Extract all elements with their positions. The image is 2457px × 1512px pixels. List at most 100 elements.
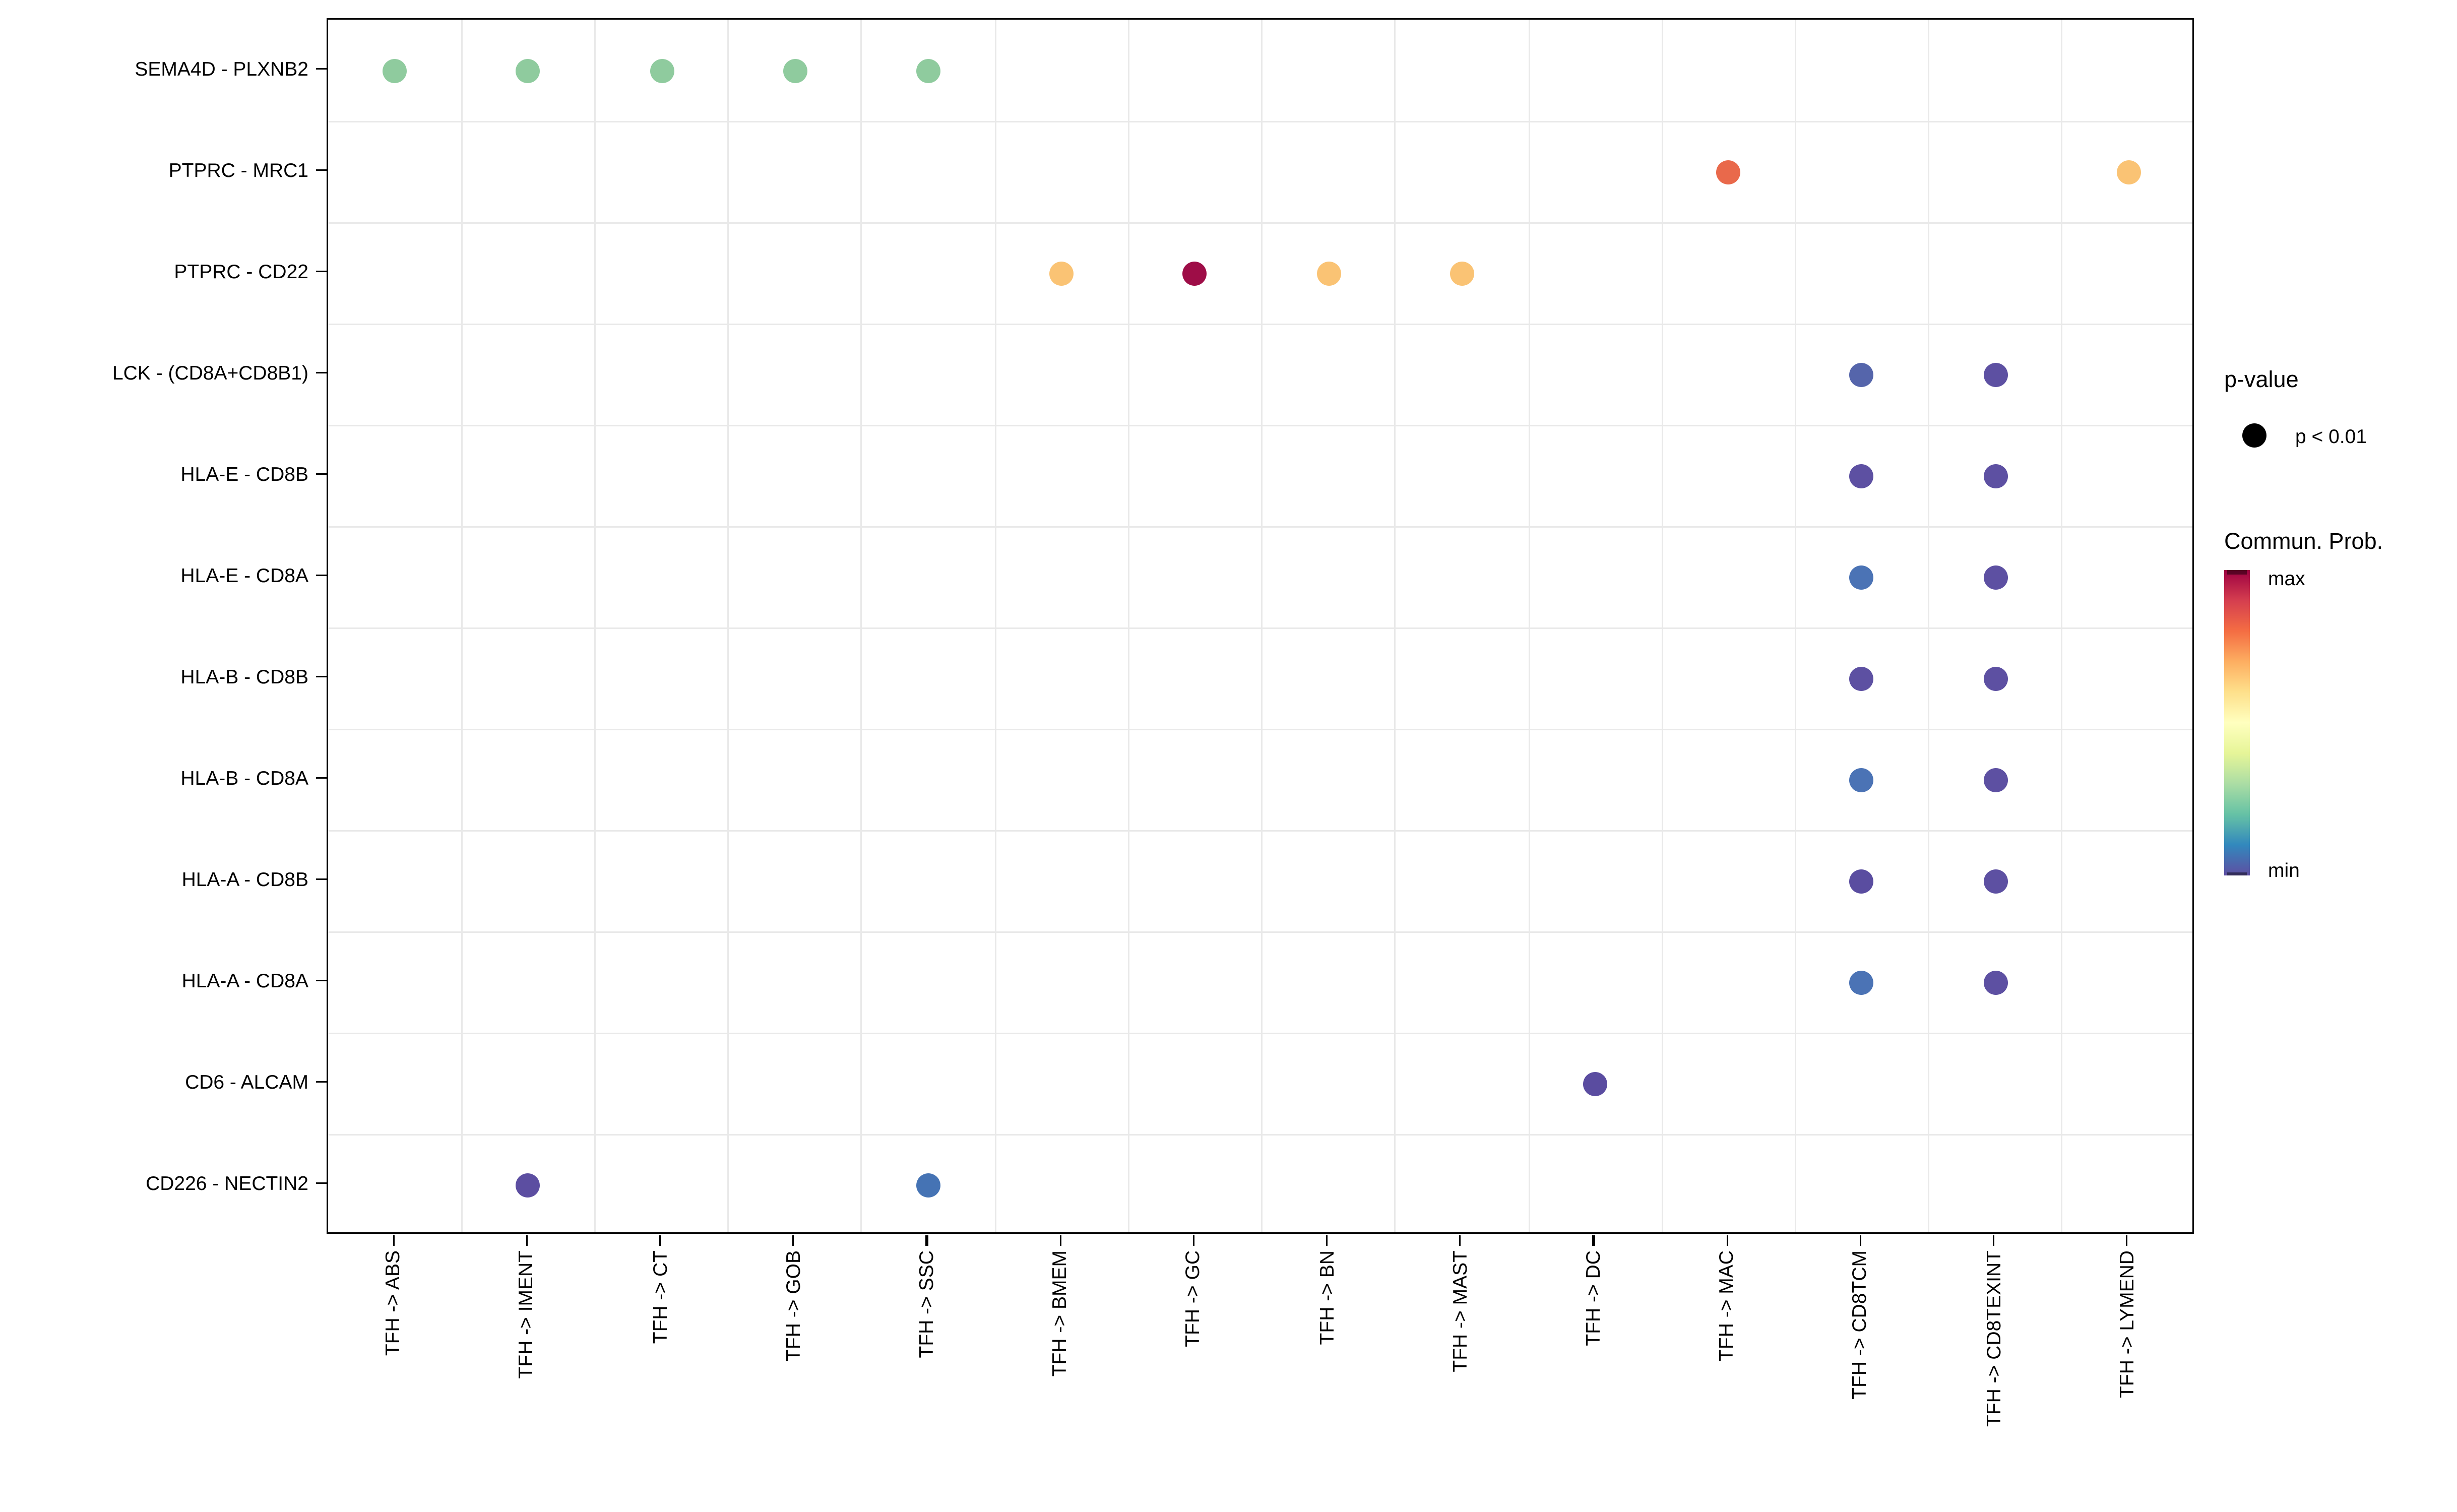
x-axis-label: TFH -> GC [1181, 1250, 1205, 1347]
x-axis-label: TFH -> CD8TCM [1848, 1250, 1871, 1400]
y-axis-tick [315, 574, 326, 577]
data-point [783, 58, 807, 83]
gridline-horizontal [328, 626, 2192, 628]
data-point [1983, 362, 2008, 387]
gridline-vertical [994, 20, 996, 1232]
x-axis-tick [1593, 1234, 1595, 1245]
data-point [1850, 970, 1874, 994]
x-axis-label: TFH -> MAST [1448, 1250, 1471, 1372]
data-point [1850, 767, 1874, 792]
y-axis-tick [315, 777, 326, 779]
y-axis-tick [315, 979, 326, 982]
y-axis-tick [315, 878, 326, 880]
y-axis-tick [315, 1081, 326, 1083]
gridline-horizontal [328, 525, 2192, 527]
y-axis-tick [315, 270, 326, 273]
data-point [916, 1172, 940, 1197]
colorbar-wrap: max min [2224, 567, 2383, 881]
x-axis-tick [659, 1234, 661, 1245]
gridline-vertical [1928, 20, 1929, 1232]
data-point [1850, 362, 1874, 387]
data-point [2116, 159, 2141, 184]
x-axis-tick [1859, 1234, 1862, 1245]
y-axis-tick [315, 473, 326, 475]
x-axis-label: TFH -> IMENT [514, 1250, 537, 1379]
gridline-vertical [1127, 20, 1129, 1232]
x-axis-tick [1726, 1234, 1728, 1245]
y-axis-label: HLA-A - CD8B [181, 867, 308, 890]
y-axis-label: HLA-E - CD8A [180, 563, 308, 586]
data-point [1983, 666, 2008, 690]
data-point [1850, 463, 1874, 488]
y-axis-label: HLA-A - CD8A [181, 968, 308, 991]
colorbar-min-tick [2227, 871, 2247, 875]
gridline-vertical [727, 20, 729, 1232]
x-axis-tick [2126, 1234, 2128, 1245]
data-point [1983, 868, 2008, 893]
x-axis-tick [526, 1234, 528, 1245]
y-axis-label: LCK - (CD8A+CD8B1) [112, 360, 308, 384]
gridline-vertical [2061, 20, 2063, 1232]
colorbar-gradient [2224, 570, 2250, 875]
y-axis-tick [315, 169, 326, 171]
data-point [1850, 666, 1874, 690]
x-axis-label: TFH -> BN [1314, 1250, 1338, 1345]
y-axis-tick [315, 675, 326, 678]
y-axis-label: SEMA4D - PLXNB2 [135, 56, 308, 80]
data-point [1183, 261, 1208, 285]
gridline-vertical [1261, 20, 1263, 1232]
data-point [1316, 261, 1341, 285]
gridline-horizontal [328, 728, 2192, 730]
data-point [1716, 159, 1741, 184]
x-axis-label: TFH -> SSC [914, 1250, 937, 1358]
data-point [916, 58, 940, 83]
y-axis-label: HLA-B - CD8B [180, 664, 308, 687]
y-axis-label: PTPRC - MRC1 [168, 158, 308, 181]
data-point [1450, 261, 1474, 285]
data-point [1983, 463, 2008, 488]
gridline-horizontal [328, 829, 2192, 831]
x-axis-label: TFH -> MAC [1715, 1250, 1738, 1361]
legend-pvalue-item: p < 0.01 [2224, 423, 2367, 448]
pvalue-dot-icon [2242, 423, 2266, 448]
gridline-horizontal [328, 424, 2192, 426]
y-axis-tick [315, 1182, 326, 1184]
data-point [1583, 1071, 1608, 1096]
y-axis-label: CD226 - NECTIN2 [146, 1171, 308, 1194]
legend-pvalue: p-value p < 0.01 [2224, 367, 2367, 448]
gridline-vertical [861, 20, 862, 1232]
y-axis-label: HLA-B - CD8A [180, 766, 308, 789]
x-axis-tick [392, 1234, 395, 1245]
y-axis-label: PTPRC - CD22 [174, 259, 308, 282]
gridline-horizontal [328, 1032, 2192, 1034]
data-point [1983, 767, 2008, 792]
x-axis-tick [1059, 1234, 1061, 1245]
x-axis-label: TFH -> BMEM [1048, 1250, 1071, 1377]
y-axis-tick [315, 68, 326, 70]
y-axis-tick [315, 371, 326, 374]
gridline-vertical [1528, 20, 1529, 1232]
gridline-horizontal [328, 120, 2192, 122]
x-axis-label: TFH -> ABS [381, 1250, 404, 1356]
gridline-horizontal [328, 221, 2192, 223]
data-point [1850, 868, 1874, 893]
gridline-horizontal [328, 1133, 2192, 1135]
x-axis-label: TFH -> CT [648, 1250, 671, 1344]
colorbar-max-label: max [2268, 567, 2305, 590]
colorbar-min-label: min [2268, 859, 2300, 881]
x-axis-label: TFH -> GOB [781, 1250, 804, 1361]
data-point [649, 58, 674, 83]
x-axis-tick [926, 1234, 928, 1245]
pvalue-item-label: p < 0.01 [2295, 424, 2367, 447]
y-axis-label: HLA-E - CD8B [180, 462, 308, 485]
data-point [1850, 564, 1874, 589]
data-point [516, 1172, 540, 1197]
data-point [1983, 970, 2008, 994]
x-axis-tick [1192, 1234, 1194, 1245]
gridline-horizontal [328, 930, 2192, 932]
gridline-horizontal [328, 323, 2192, 325]
data-point [383, 58, 407, 83]
legend-pvalue-title: p-value [2224, 367, 2299, 393]
data-point [1983, 564, 2008, 589]
